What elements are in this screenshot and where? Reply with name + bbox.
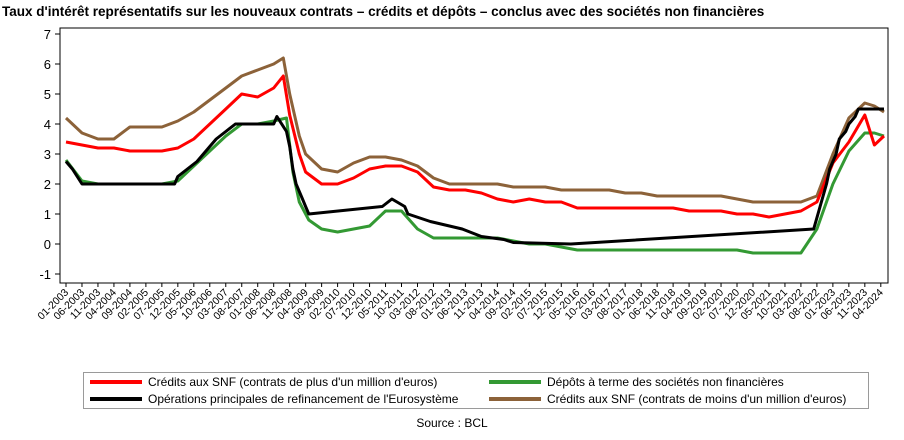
plot-frame <box>59 27 889 284</box>
legend-label: Dépôts à terme des sociétés non financiè… <box>547 375 784 389</box>
legend-swatch <box>489 379 541 384</box>
series-line-credits-small <box>64 56 885 204</box>
legend-label: Opérations principales de refinancement … <box>148 392 459 406</box>
legend-item-credits-large: Crédits aux SNF (contrats de plus d'un m… <box>90 375 437 389</box>
y-tick-label: 3 <box>44 147 51 162</box>
series-line-refinancing <box>64 107 884 246</box>
chart-axes <box>59 27 889 284</box>
y-tick-label: -1 <box>39 267 51 282</box>
legend-item-deposits: Dépôts à terme des sociétés non financiè… <box>489 375 784 389</box>
legend-label: Crédits aux SNF (contrats de moins d'un … <box>547 392 847 406</box>
series-line-deposits <box>64 116 885 255</box>
legend-item-credits-small: Crédits aux SNF (contrats de moins d'un … <box>489 392 846 406</box>
x-axis-ticks: 01-200306-200311-200304-200409-200402-20… <box>35 283 886 322</box>
y-tick-label: 7 <box>44 27 51 42</box>
y-tick-label: 6 <box>44 57 51 72</box>
legend-swatch <box>90 379 142 384</box>
source-note: Source : BCL <box>416 416 488 430</box>
chart-title: Taux d'intérêt représentatifs sur les no… <box>2 4 765 19</box>
legend-swatch <box>90 396 142 401</box>
y-tick-label: 0 <box>44 237 51 252</box>
chart-legend: Crédits aux SNF (contrats de plus d'un m… <box>83 372 869 409</box>
y-axis-ticks: -1 0 1 2 3 4 5 6 7 <box>39 27 60 282</box>
series-lines <box>64 56 886 255</box>
legend-swatch <box>489 396 541 401</box>
legend-item-refinancing: Opérations principales de refinancement … <box>90 392 458 406</box>
y-tick-label: 2 <box>44 177 51 192</box>
y-tick-label: 4 <box>44 117 51 132</box>
legend-label: Crédits aux SNF (contrats de plus d'un m… <box>148 375 438 389</box>
y-tick-label: 1 <box>44 207 51 222</box>
series-line-credits-large <box>65 74 886 219</box>
y-tick-label: 5 <box>44 87 51 102</box>
